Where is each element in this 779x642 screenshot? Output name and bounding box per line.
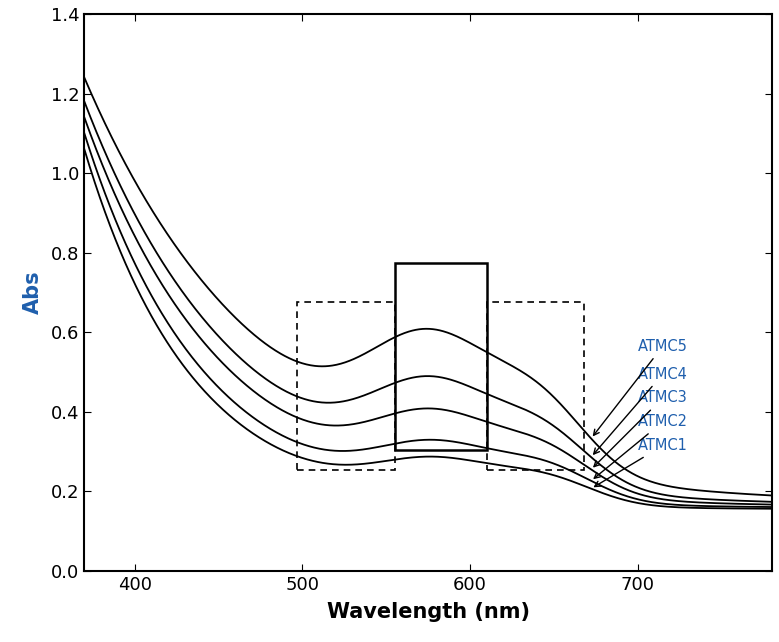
Text: ATMC4: ATMC4: [594, 367, 688, 454]
Bar: [487, 302, 584, 469]
Text: ATMC3: ATMC3: [594, 390, 688, 467]
Text: ATMC2: ATMC2: [594, 414, 688, 478]
Y-axis label: Abs: Abs: [23, 271, 43, 315]
Text: ATMC1: ATMC1: [594, 438, 688, 487]
Bar: [395, 263, 487, 449]
Text: ATMC5: ATMC5: [594, 339, 688, 435]
X-axis label: Wavelength (nm): Wavelength (nm): [326, 602, 530, 622]
Bar: [298, 302, 395, 469]
